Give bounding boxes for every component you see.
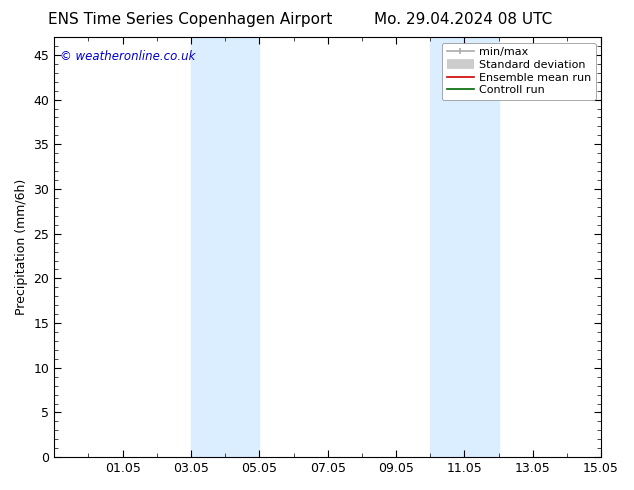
- Bar: [191, 37, 259, 457]
- Text: ENS Time Series Copenhagen Airport: ENS Time Series Copenhagen Airport: [48, 12, 332, 27]
- Bar: [430, 37, 498, 457]
- Text: © weatheronline.co.uk: © weatheronline.co.uk: [60, 49, 195, 63]
- Text: Mo. 29.04.2024 08 UTC: Mo. 29.04.2024 08 UTC: [373, 12, 552, 27]
- Legend: min/max, Standard deviation, Ensemble mean run, Controll run: min/max, Standard deviation, Ensemble me…: [442, 43, 595, 100]
- Y-axis label: Precipitation (mm/6h): Precipitation (mm/6h): [15, 179, 28, 315]
